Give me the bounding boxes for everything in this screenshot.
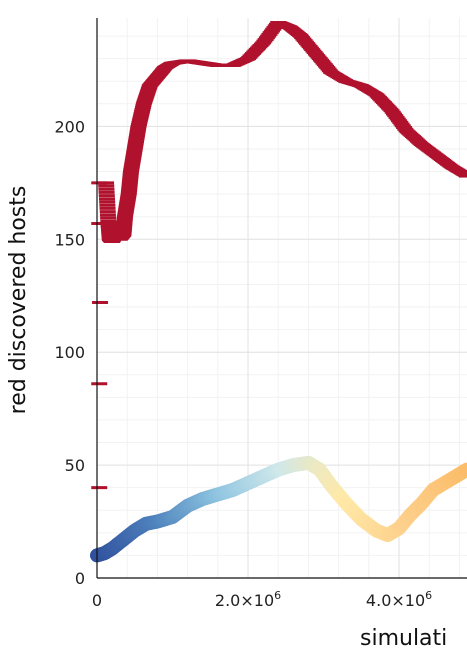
x-tick-label: 2.0×106 (215, 589, 281, 610)
y-axis-label: red discovered hosts (6, 186, 31, 415)
series-1 (90, 455, 467, 563)
y-tick-label: 0 (75, 569, 85, 588)
axes (96, 18, 467, 579)
y-tick-label: 100 (54, 343, 85, 362)
y-tick-label: 150 (54, 230, 85, 249)
tick-labels: 0 50 100 150 200 0 2.0×106 4.0×106 (54, 117, 432, 610)
series-0 (91, 21, 467, 490)
x-tick-label: 0 (92, 591, 102, 610)
series-layer (90, 21, 467, 563)
data-point (460, 462, 467, 477)
y-tick-label: 50 (65, 456, 85, 475)
x-tick-label: 4.0×106 (366, 589, 432, 610)
x-axis-label: simulati (360, 626, 447, 651)
y-tick-label: 200 (54, 117, 85, 136)
